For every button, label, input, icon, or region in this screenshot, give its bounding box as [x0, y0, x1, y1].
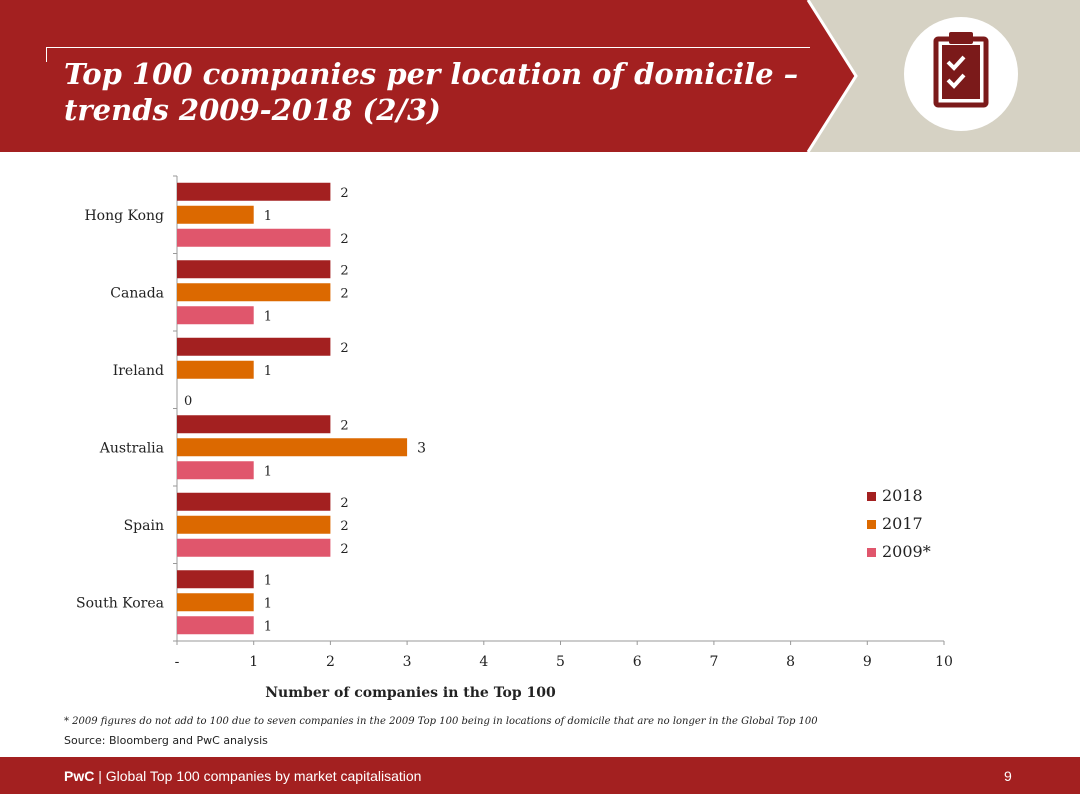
page-title-line-2: trends 2009-2018 (2/3) — [64, 93, 441, 127]
data-label: 2 — [340, 519, 348, 534]
bar-2009-canada — [177, 306, 254, 325]
footnote: * 2009 figures do not add to 100 due to … — [64, 716, 818, 727]
page-title: Top 100 companies per location of domici… — [64, 56, 824, 128]
bar-2018-spain — [177, 492, 331, 511]
data-label: 1 — [264, 309, 272, 324]
x-axis-title: Number of companies in the Top 100 — [265, 685, 556, 701]
bottom-strip — [0, 794, 1080, 810]
data-label: 1 — [264, 364, 272, 379]
data-label: 1 — [264, 573, 272, 588]
bar-2017-spain — [177, 515, 331, 534]
bar-2017-canada — [177, 283, 331, 302]
legend-label: 2017 — [882, 514, 923, 533]
category-label: Ireland — [113, 363, 164, 379]
x-tick-label: 5 — [556, 654, 565, 670]
header-band — [0, 0, 1080, 152]
data-label: 2 — [340, 542, 348, 557]
legend-label: 2009* — [882, 542, 931, 561]
category-label: Hong Kong — [84, 208, 164, 224]
x-tick-label: 8 — [786, 654, 795, 670]
bar-2018-australia — [177, 415, 331, 434]
category-label: South Korea — [76, 595, 164, 611]
title-rule — [46, 47, 810, 48]
x-tick-label: 2 — [326, 654, 335, 670]
x-tick-label: - — [175, 654, 180, 670]
footer-description: Global Top 100 companies by market capit… — [105, 768, 422, 784]
data-label: 0 — [184, 394, 192, 409]
clipboard-checklist-icon — [933, 32, 989, 108]
page-number: 9 — [1004, 768, 1012, 784]
bar-2009-hong-kong — [177, 228, 331, 247]
data-label: 2 — [340, 341, 348, 356]
footer-brand: PwC — [64, 768, 95, 784]
header-background — [0, 0, 1080, 152]
x-tick-label: 10 — [935, 654, 953, 670]
data-label: 1 — [264, 209, 272, 224]
data-label: 1 — [264, 596, 272, 611]
legend-label: 2018 — [882, 486, 923, 505]
legend-swatch — [867, 492, 876, 501]
category-label: Spain — [124, 518, 164, 534]
legend-swatch — [867, 520, 876, 529]
source-note: Source: Bloomberg and PwC analysis — [64, 734, 268, 747]
x-tick-label: 1 — [249, 654, 258, 670]
bar-2017-ireland — [177, 360, 254, 379]
bar-2009-south-korea — [177, 616, 254, 635]
x-tick-label: 4 — [479, 654, 488, 670]
data-label: 2 — [340, 286, 348, 301]
bar-2018-ireland — [177, 337, 331, 356]
data-label: 2 — [340, 263, 348, 278]
bar-2018-hong-kong — [177, 182, 331, 201]
clipboard-badge — [904, 17, 1018, 131]
x-tick-label: 6 — [633, 654, 642, 670]
footer-separator: | — [94, 768, 106, 784]
x-tick-label: 7 — [709, 654, 718, 670]
data-label: 1 — [264, 619, 272, 634]
data-label: 2 — [340, 418, 348, 433]
bar-2017-south-korea — [177, 593, 254, 612]
footer-text: PwC | Global Top 100 companies by market… — [64, 768, 421, 784]
bar-2017-australia — [177, 438, 408, 457]
bar-2018-south-korea — [177, 570, 254, 589]
bar-2017-hong-kong — [177, 205, 254, 224]
x-tick-label: 9 — [863, 654, 872, 670]
data-label: 3 — [417, 440, 426, 456]
title-rule-tick — [46, 47, 47, 62]
category-label: Canada — [110, 285, 164, 301]
footer-bar: PwC | Global Top 100 companies by market… — [0, 757, 1080, 794]
data-label: 2 — [340, 232, 348, 247]
data-label: 2 — [340, 496, 348, 511]
bar-2018-canada — [177, 260, 331, 279]
chart-container: Hong Kong 2 1 2 Canada 2 2 1 Ireland 2 1 0 Australia… — [0, 160, 1080, 710]
page-title-line-1: Top 100 companies per location of domici… — [64, 57, 799, 91]
x-tick-label: 3 — [403, 654, 412, 670]
data-label: 2 — [340, 186, 348, 201]
category-label: Australia — [99, 440, 164, 456]
bar-chart: Hong Kong212Canada221Ireland210Australia… — [76, 175, 953, 701]
data-label: 1 — [264, 464, 272, 479]
bar-2009-australia — [177, 461, 254, 480]
bar-2009-spain — [177, 538, 331, 557]
legend-swatch — [867, 548, 876, 557]
